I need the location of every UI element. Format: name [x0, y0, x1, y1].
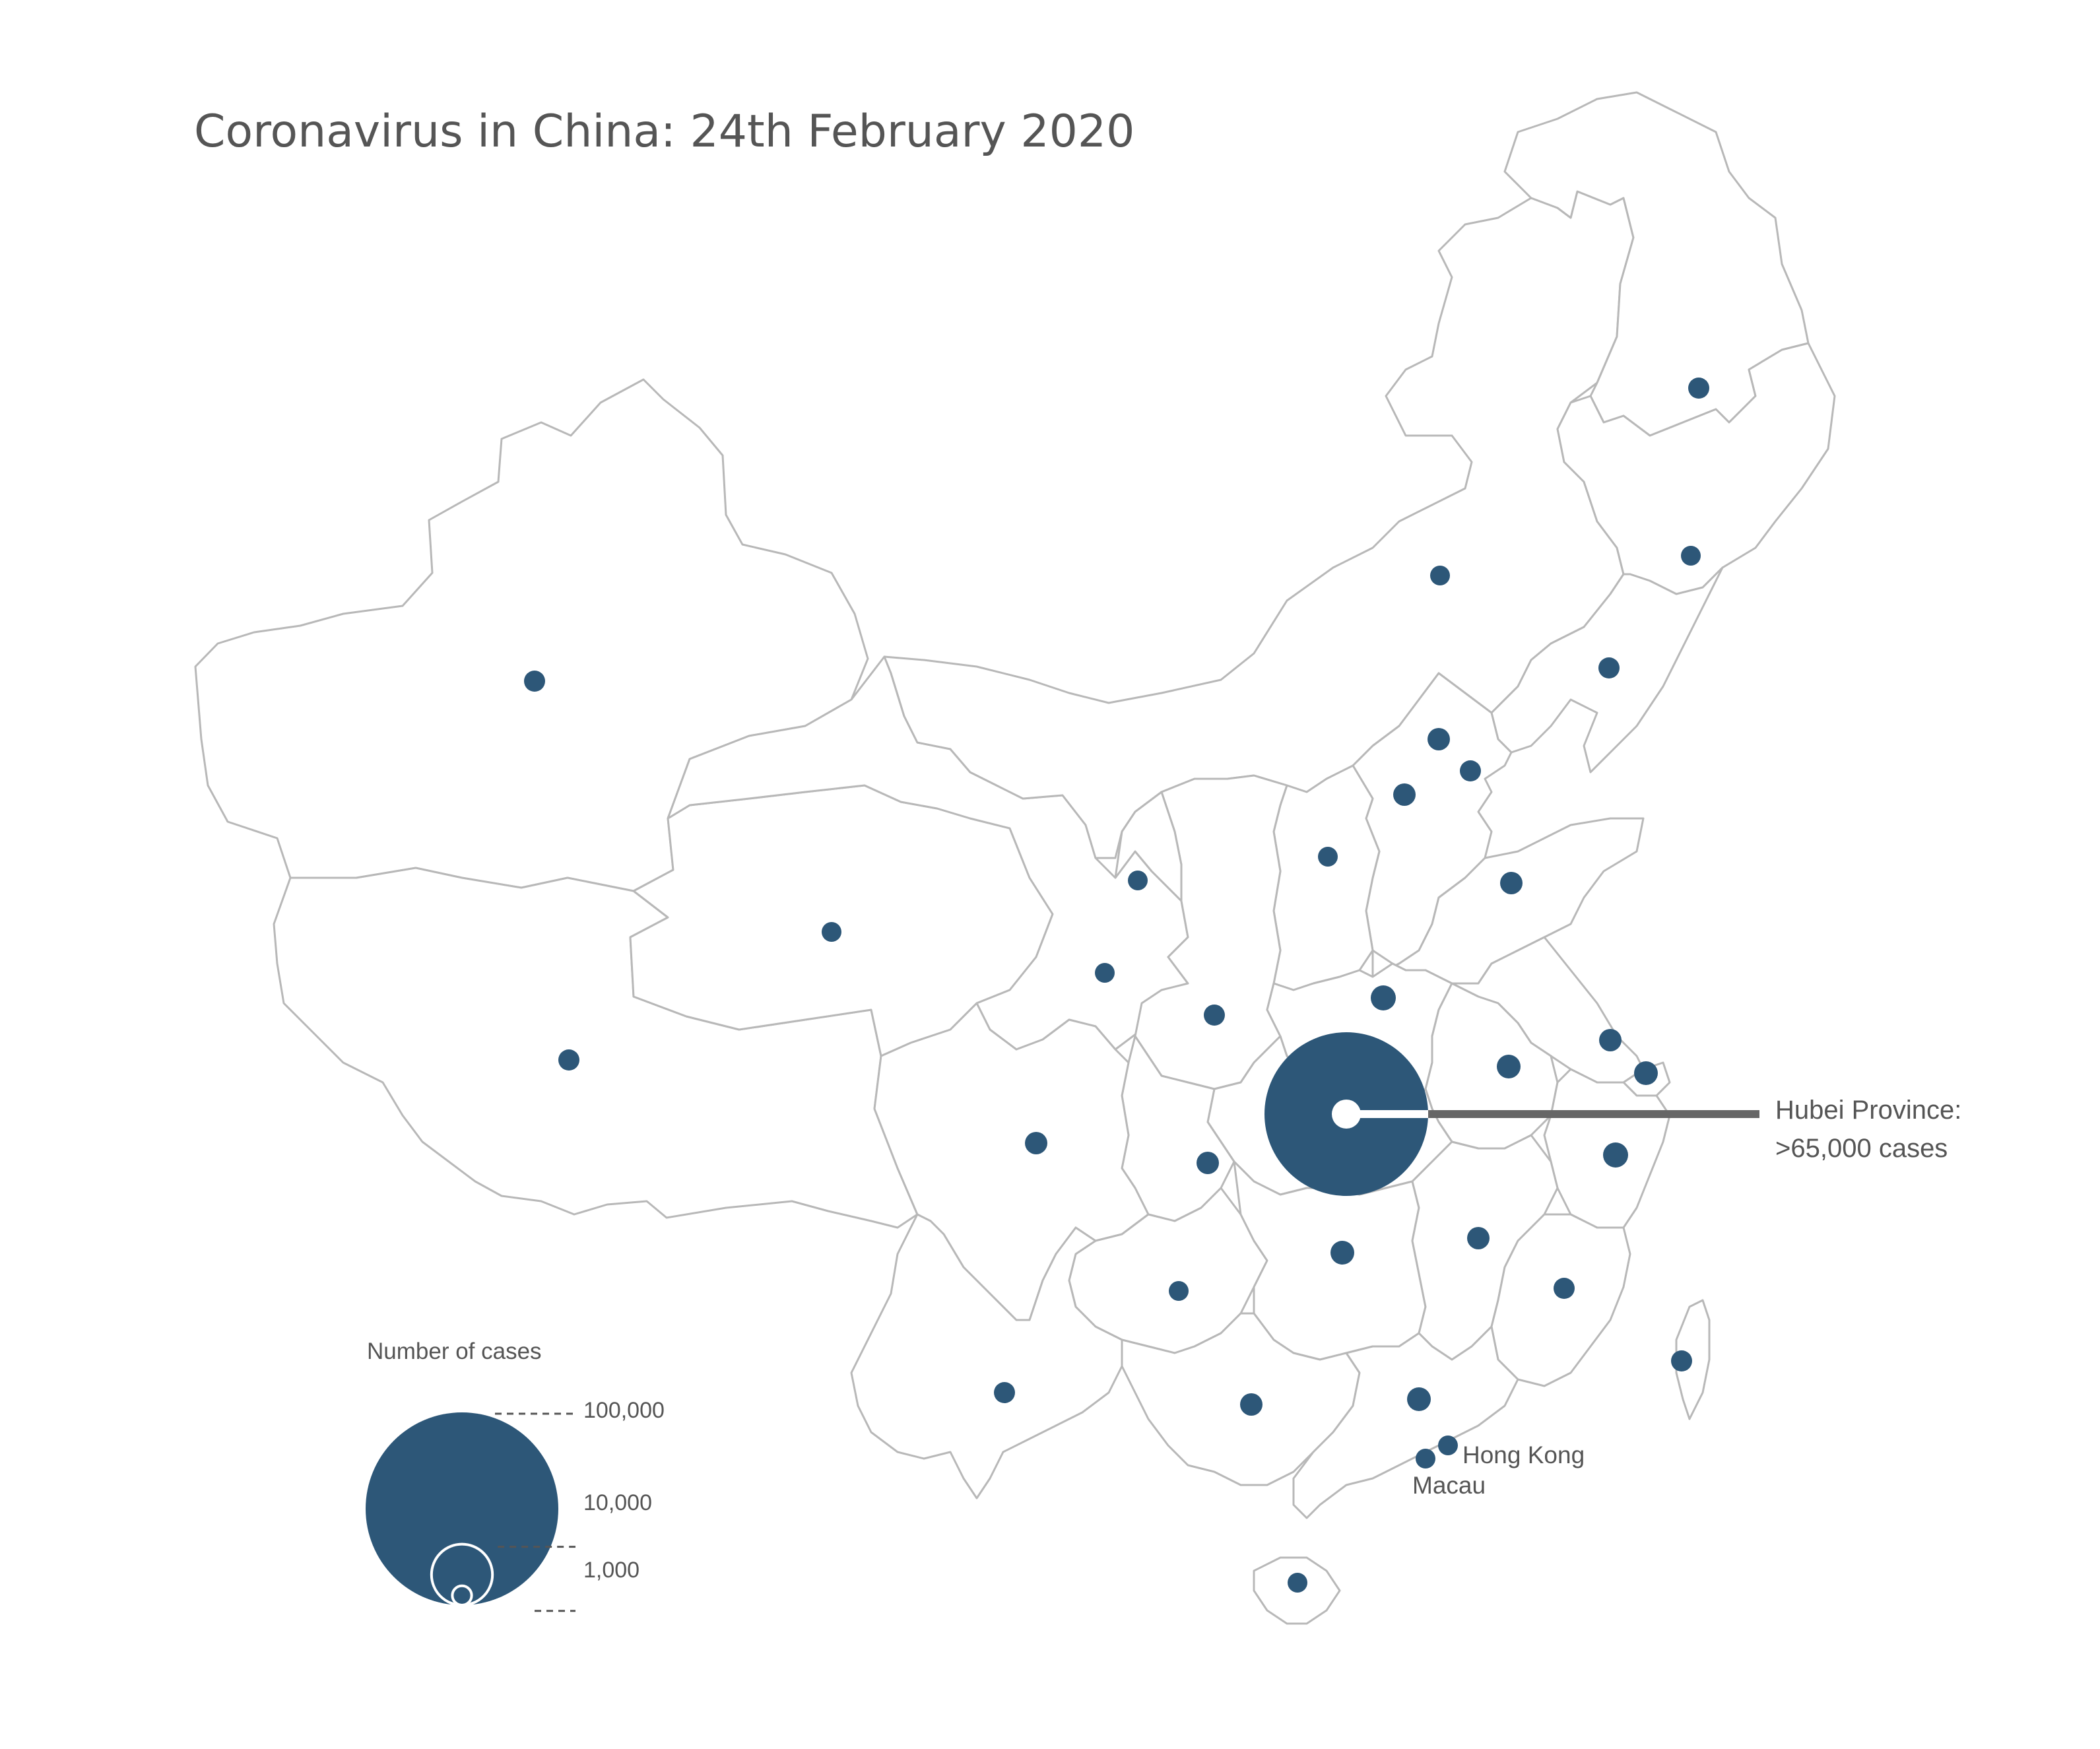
ningxia-outline [1114, 791, 1183, 902]
chongqing-marker [1197, 1152, 1219, 1174]
tibet-marker [558, 1049, 579, 1071]
guizhou-marker [1169, 1281, 1189, 1301]
province-outlines [194, 91, 1836, 1625]
shanxi-marker [1318, 847, 1338, 867]
beijing-marker [1427, 728, 1450, 750]
size-legend [366, 1412, 575, 1612]
macau-label: Macau [1412, 1472, 1486, 1499]
hubei-callout-dot [1332, 1100, 1361, 1129]
legend-label-1000: 1,000 [583, 1558, 640, 1583]
hainan-marker [1288, 1573, 1307, 1593]
map-title: Coronavirus in China: 24th February 2020 [194, 106, 1135, 158]
legend-label-10000: 10,000 [583, 1490, 652, 1515]
jilin-marker [1681, 546, 1701, 566]
shaanxi-marker [1204, 1005, 1225, 1026]
legend-circle-1000 [451, 1584, 473, 1606]
legend-circle-100000 [366, 1412, 558, 1605]
hubei-callout [1332, 1100, 1759, 1129]
callout-line-2: >65,000 cases [1775, 1134, 1948, 1163]
qinghai-marker [822, 922, 841, 942]
ningxia-marker [1095, 963, 1115, 983]
shanxi-outline [1272, 764, 1381, 991]
fujian-outline [1490, 1213, 1631, 1387]
yunnan-marker [994, 1382, 1015, 1403]
guangdong-marker [1407, 1387, 1431, 1411]
jiangxi-marker [1467, 1227, 1490, 1249]
shandong-marker [1500, 872, 1523, 894]
anhui-marker [1497, 1055, 1521, 1078]
yunnan-outline [850, 1213, 1123, 1500]
gansu-marker [1128, 871, 1148, 890]
hong-kong-label: Hong Kong [1462, 1441, 1585, 1468]
zhejiang-marker [1603, 1142, 1628, 1168]
guangxi-marker [1240, 1393, 1263, 1416]
legend-label-100000: 100,000 [583, 1398, 665, 1423]
shanghai-marker [1634, 1061, 1658, 1085]
legend-title: Number of cases [367, 1338, 542, 1364]
heilongjiang-marker [1688, 378, 1709, 399]
callout-line-1: Hubei Province: [1775, 1096, 1962, 1125]
liaoning-marker [1598, 657, 1620, 678]
tianjin-marker [1460, 760, 1481, 781]
xinjiang-marker [524, 671, 545, 692]
hebei-marker [1393, 783, 1416, 806]
jiangsu-marker [1599, 1029, 1622, 1051]
hong-kong-marker [1438, 1436, 1458, 1455]
taiwan-marker [1671, 1350, 1692, 1371]
inner-mongolia-outline [883, 190, 1635, 859]
jilin-outline [1556, 342, 1836, 595]
macau-marker [1416, 1449, 1435, 1468]
hunan-marker [1330, 1241, 1354, 1265]
fujian-marker [1554, 1278, 1575, 1299]
inner-mongolia-marker [1430, 566, 1450, 585]
henan-marker [1371, 985, 1396, 1010]
sichuan-marker [1025, 1132, 1047, 1154]
